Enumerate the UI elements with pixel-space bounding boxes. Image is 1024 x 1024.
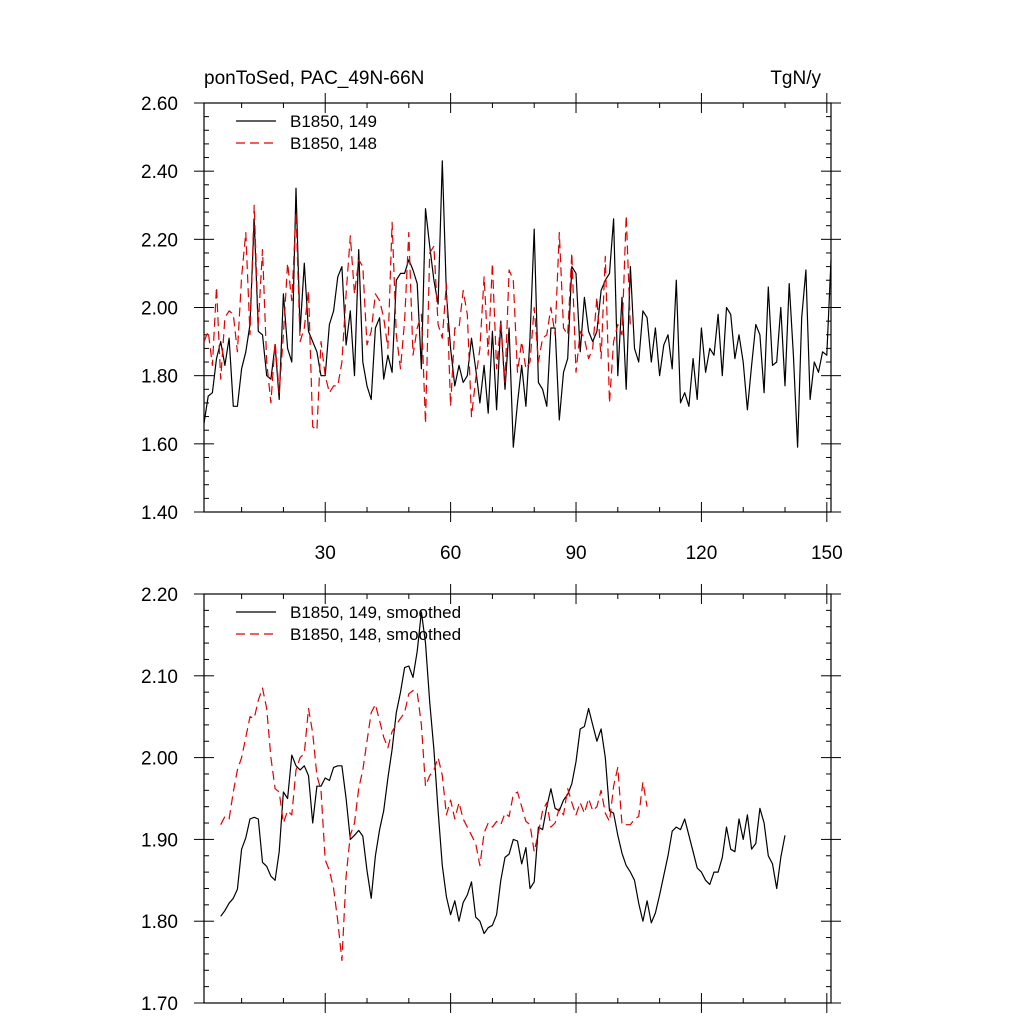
bottom-ytick-label: 2.00	[141, 749, 178, 770]
top-legend: B1850, 149 B1850, 148	[236, 112, 377, 153]
top-ytick-label: 2.20	[141, 230, 178, 251]
bottom-axes: 1.70 1.80 1.90 2.00 2.10 2.20	[141, 584, 841, 1015]
bottom-ytick-label: 2.20	[141, 585, 178, 606]
title-left: ponToSed, PAC_49N-66N	[204, 68, 424, 89]
bottom-ytick-label: 2.10	[141, 667, 178, 688]
bottom-series-149-line	[220, 611, 786, 935]
top-panel: B1850, 149 B1850, 148 30 60 90 120 150 1.40 1.…	[141, 93, 843, 564]
top-ytick-label: 2.60	[141, 94, 178, 115]
bottom-legend: B1850, 149, smoothed B1850, 148, smoothe…	[236, 603, 461, 644]
bottom-series-148-line	[220, 687, 648, 962]
bottom-ytick-label: 1.80	[141, 912, 178, 933]
bottom-panel: B1850, 149, smoothed B1850, 148, smoothe…	[141, 584, 841, 1015]
top-xtick-label: 30	[315, 543, 336, 564]
top-ytick-label: 2.40	[141, 162, 178, 183]
top-series-148-line	[203, 204, 631, 431]
top-xtick-label: 90	[565, 543, 586, 564]
top-ytick-label: 1.60	[141, 435, 178, 456]
top-axes: 30 60 90 120 150 1.40 1.60 1.80 2.00 2.20 2.40 2.60	[141, 93, 843, 564]
top-legend-label-148: B1850, 148	[290, 134, 377, 153]
bottom-plot-frame	[203, 593, 832, 1004]
top-plot-frame	[203, 102, 832, 513]
top-xtick-label: 60	[440, 543, 461, 564]
bottom-legend-label-148: B1850, 148, smoothed	[290, 625, 461, 644]
title-right: TgN/y	[770, 68, 821, 89]
top-legend-label-149: B1850, 149	[290, 112, 377, 131]
bottom-ytick-label: 1.90	[141, 830, 178, 851]
top-xtick-label: 150	[811, 543, 843, 564]
bottom-ytick-label: 1.70	[141, 994, 178, 1015]
top-xtick-label: 120	[686, 543, 718, 564]
top-ytick-label: 1.80	[141, 367, 178, 388]
bottom-legend-label-149: B1850, 149, smoothed	[290, 603, 461, 622]
top-ytick-label: 1.40	[141, 503, 178, 524]
top-series-149-line	[203, 160, 832, 448]
top-ytick-label: 2.00	[141, 299, 178, 320]
